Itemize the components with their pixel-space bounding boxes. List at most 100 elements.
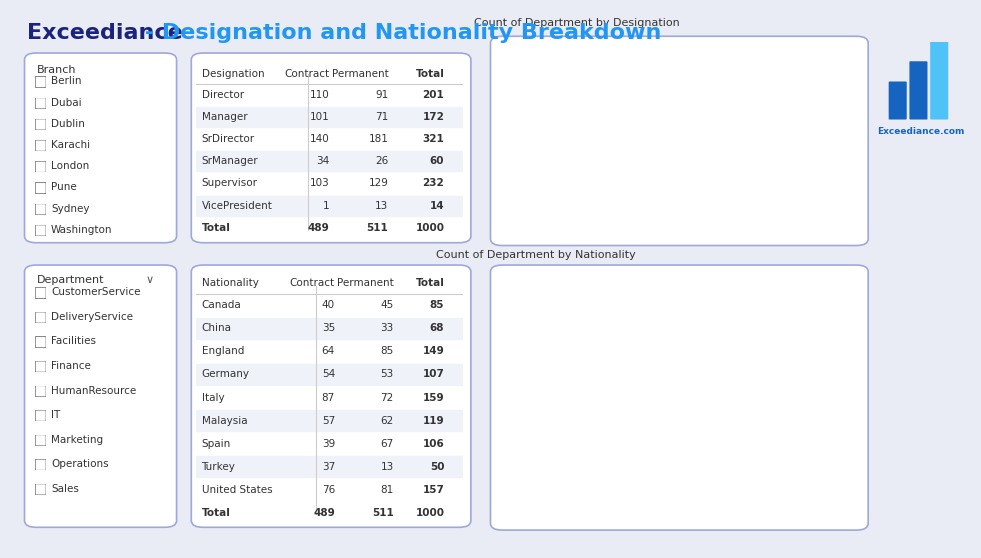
Legend: SrDirector, Supervisor, Director, Manager, SrManager, VicePresident: SrDirector, Supervisor, Director, Manage… <box>732 90 821 194</box>
Wedge shape <box>619 69 626 105</box>
Text: 1000: 1000 <box>415 223 444 233</box>
Text: Contract: Contract <box>289 278 335 288</box>
Text: 129: 129 <box>369 179 388 189</box>
Text: Sydney: Sydney <box>51 204 89 214</box>
Text: - Designation and Nationality Breakdown: - Designation and Nationality Breakdown <box>137 23 662 44</box>
Text: 181: 181 <box>369 134 388 144</box>
Text: 140: 140 <box>310 134 330 144</box>
Text: 106
(10.6%): 106 (10.6%) <box>490 397 550 416</box>
FancyBboxPatch shape <box>35 459 46 470</box>
Text: 60: 60 <box>430 156 444 166</box>
Text: 50: 50 <box>430 462 444 472</box>
Text: IT: IT <box>51 410 60 420</box>
Text: London: London <box>51 161 89 171</box>
Text: 91: 91 <box>375 90 388 100</box>
Text: Canada: Canada <box>201 300 241 310</box>
Legend: Italy, United States, England, Malaysia, Germany, Spain, Canada, China, Turkey: Italy, United States, England, Malaysia,… <box>757 333 848 472</box>
Text: 107
(10.7%): 107 (10.7%) <box>518 451 568 490</box>
Text: 50
(5.0%): 50 (5.0%) <box>594 273 620 328</box>
Text: Italy: Italy <box>201 393 225 402</box>
FancyBboxPatch shape <box>35 98 46 109</box>
Text: 159
(15.9%): 159 (15.9%) <box>661 287 698 336</box>
Text: Count of Department by Designation: Count of Department by Designation <box>475 18 680 28</box>
Wedge shape <box>579 442 645 494</box>
Text: 34: 34 <box>316 156 330 166</box>
Text: Branch: Branch <box>37 65 77 75</box>
Bar <box>196 195 463 215</box>
Wedge shape <box>533 375 582 436</box>
Wedge shape <box>539 419 602 482</box>
Text: 40: 40 <box>322 300 335 310</box>
Text: 201: 201 <box>423 90 444 100</box>
Text: 1000: 1000 <box>415 508 444 518</box>
FancyBboxPatch shape <box>35 361 46 372</box>
Wedge shape <box>664 352 718 439</box>
Text: 321: 321 <box>423 134 444 144</box>
Text: 172: 172 <box>423 112 444 122</box>
Text: 85: 85 <box>430 300 444 310</box>
Text: Department: Department <box>37 275 105 285</box>
Text: 54: 54 <box>322 369 335 379</box>
Text: DeliveryService: DeliveryService <box>51 312 133 322</box>
Text: SrManager: SrManager <box>201 156 258 166</box>
Text: 26: 26 <box>375 156 388 166</box>
FancyBboxPatch shape <box>909 61 927 119</box>
FancyBboxPatch shape <box>35 140 46 151</box>
FancyBboxPatch shape <box>35 312 46 323</box>
Text: 14: 14 <box>430 200 444 210</box>
Text: 35: 35 <box>322 323 335 333</box>
Text: 119: 119 <box>423 416 444 426</box>
Text: Designation: Designation <box>201 69 264 79</box>
Text: 62: 62 <box>381 416 393 426</box>
Text: 57: 57 <box>322 416 335 426</box>
Text: 45: 45 <box>381 300 393 310</box>
Text: 106: 106 <box>423 439 444 449</box>
Text: 39: 39 <box>322 439 335 449</box>
FancyBboxPatch shape <box>889 81 906 119</box>
Text: Sales: Sales <box>51 484 78 494</box>
Text: Total: Total <box>416 69 444 79</box>
Text: 68
(6.8%): 68 (6.8%) <box>551 288 588 337</box>
Text: VicePresident: VicePresident <box>201 200 273 210</box>
FancyBboxPatch shape <box>35 435 46 446</box>
Text: Dublin: Dublin <box>51 119 85 129</box>
Text: Marketing: Marketing <box>51 435 103 445</box>
Text: 232
(23.2%): 232 (23.2%) <box>645 198 679 239</box>
Bar <box>196 151 463 171</box>
Text: Manager: Manager <box>201 112 247 122</box>
Bar <box>196 364 463 385</box>
Text: Total: Total <box>201 508 231 518</box>
Wedge shape <box>625 69 699 174</box>
Text: Dubai: Dubai <box>51 98 81 108</box>
Text: 64: 64 <box>322 347 335 357</box>
Text: 103: 103 <box>310 179 330 189</box>
Text: Germany: Germany <box>201 369 249 379</box>
Text: Pune: Pune <box>51 182 77 193</box>
Text: HumanResource: HumanResource <box>51 386 136 396</box>
Text: 85
(8.5%): 85 (8.5%) <box>510 328 562 362</box>
Text: 149: 149 <box>423 347 444 357</box>
Wedge shape <box>596 309 626 358</box>
Text: Washington: Washington <box>51 225 113 235</box>
Text: England: England <box>201 347 244 357</box>
Text: Count of Department by Nationality: Count of Department by Nationality <box>436 249 636 259</box>
FancyBboxPatch shape <box>35 182 46 194</box>
FancyBboxPatch shape <box>35 119 46 130</box>
Text: 53: 53 <box>381 369 393 379</box>
Text: Permanent: Permanent <box>336 278 393 288</box>
Text: 511: 511 <box>372 508 393 518</box>
FancyBboxPatch shape <box>930 41 949 119</box>
Wedge shape <box>625 309 703 377</box>
Text: Karachi: Karachi <box>51 140 90 150</box>
FancyBboxPatch shape <box>35 386 46 397</box>
Text: Operations: Operations <box>51 459 109 469</box>
Wedge shape <box>636 421 710 493</box>
Text: 110: 110 <box>310 90 330 100</box>
Wedge shape <box>551 141 613 212</box>
Text: 67: 67 <box>381 439 393 449</box>
Text: 101: 101 <box>310 112 330 122</box>
Text: Facilities: Facilities <box>51 336 96 347</box>
Bar <box>196 456 463 477</box>
Text: Nationality: Nationality <box>201 278 258 288</box>
Bar <box>196 318 463 339</box>
